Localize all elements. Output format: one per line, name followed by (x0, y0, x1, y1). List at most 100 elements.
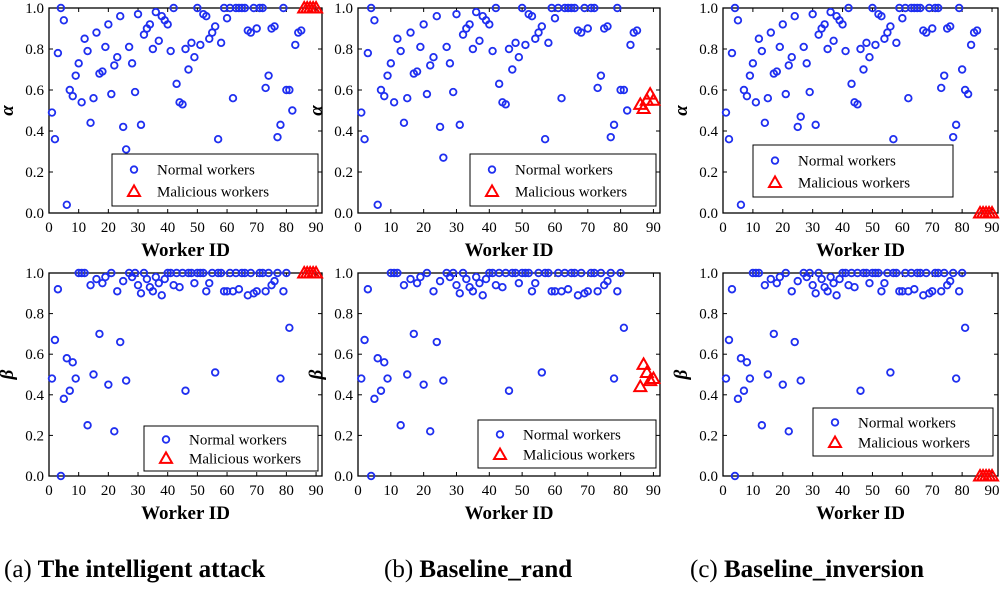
normal-worker-point (586, 3, 596, 13)
normal-worker-point (586, 268, 596, 278)
normal-worker-point (462, 274, 471, 284)
x-tick-label: 90 (646, 483, 661, 499)
malicious-worker-point (639, 364, 655, 378)
normal-worker-point (184, 268, 193, 278)
normal-worker-point (557, 287, 566, 296)
normal-worker-point (471, 7, 481, 17)
normal-worker-point (416, 42, 425, 52)
normal-worker-point (721, 374, 731, 383)
legend-malicious-label: Malicious workers (515, 184, 627, 200)
normal-workers-series (357, 3, 642, 209)
y-tick-label: 0.2 (25, 165, 44, 181)
normal-worker-point (104, 380, 113, 389)
normal-worker-point (118, 276, 128, 286)
normal-worker-point (110, 427, 119, 436)
normal-worker-point (219, 287, 229, 296)
y-tick-label: 0.4 (699, 124, 718, 140)
normal-worker-point (583, 24, 592, 33)
normal-worker-point (537, 368, 547, 377)
normal-worker-point (439, 376, 448, 385)
normal-worker-point (184, 65, 193, 74)
y-tick-label: 0.2 (334, 165, 353, 181)
normal-worker-point (922, 268, 931, 278)
normal-worker-point (455, 120, 464, 130)
normal-worker-point (92, 274, 101, 284)
normal-worker-point (370, 16, 379, 25)
x-axis-label: Worker ID (465, 503, 554, 524)
legend-malicious-marker (158, 450, 174, 464)
normal-worker-point (766, 274, 776, 284)
normal-worker-point (957, 65, 967, 74)
malicious-workers-series (296, 264, 324, 279)
normal-worker-point (62, 354, 72, 363)
legend: Normal workers Malicious workers (477, 419, 657, 469)
normal-worker-point (291, 40, 300, 50)
normal-worker-point (386, 59, 396, 68)
normal-worker-point (389, 98, 399, 107)
normal-worker-point (393, 268, 402, 278)
normal-worker-point (966, 40, 976, 50)
normal-worker-point (237, 3, 247, 13)
normal-worker-point (380, 91, 389, 101)
normal-worker-point (216, 38, 226, 48)
normal-worker-point (491, 3, 501, 13)
normal-worker-point (724, 134, 734, 144)
chart-a-beta: 0 10 20 30 40 50 60 70 80 90 0.0 0.2 0.4 0.6 0.8 1.0 Wor… (0, 264, 324, 524)
normal-worker-point (954, 3, 964, 13)
y-tick-label: 0.2 (25, 428, 44, 444)
normal-worker-point (760, 118, 770, 127)
normal-worker-point (157, 291, 166, 300)
normal-worker-point (83, 421, 92, 430)
caption-b-letter: (b) (384, 556, 414, 583)
normal-worker-point (593, 83, 602, 93)
x-tick-label: 80 (613, 483, 628, 499)
x-tick-label: 10 (383, 220, 398, 236)
legend: Normal workers Malicious workers (143, 425, 319, 472)
normal-worker-point (491, 280, 501, 290)
normal-worker-point (577, 28, 586, 37)
x-axis-label: Worker ID (816, 240, 905, 261)
normal-worker-point (619, 323, 629, 333)
y-tick-label: 0.0 (25, 206, 44, 222)
normal-worker-point (877, 287, 886, 296)
normal-worker-point (508, 65, 517, 74)
normal-worker-point (399, 280, 409, 290)
normal-worker-point (948, 132, 958, 142)
x-tick-label: 60 (547, 483, 562, 499)
x-tick-label: 30 (805, 483, 820, 499)
normal-worker-point (570, 3, 579, 13)
normal-worker-point (724, 335, 734, 345)
normal-worker-point (380, 358, 389, 367)
normal-worker-point (596, 268, 606, 278)
normal-worker-point (409, 329, 419, 339)
x-tick-label: 70 (925, 220, 940, 236)
normal-worker-point (181, 44, 190, 54)
normal-worker-point (898, 14, 907, 23)
normal-worker-point (104, 20, 113, 29)
normal-worker-point (892, 38, 901, 48)
malicious-workers-series (296, 0, 324, 14)
normal-worker-point (847, 79, 856, 89)
normal-worker-point (276, 120, 285, 130)
normal-worker-point (781, 89, 790, 99)
normal-worker-point (399, 118, 409, 127)
malicious-worker-point (984, 204, 1000, 219)
x-tick-label: 60 (895, 483, 910, 499)
normal-worker-point (258, 3, 267, 13)
legend-malicious-marker (827, 434, 843, 449)
normal-worker-point (808, 9, 817, 19)
x-tick-label: 50 (190, 483, 205, 499)
normal-worker-point (370, 394, 379, 404)
normal-worker-point (429, 53, 438, 62)
normal-worker-point (781, 268, 790, 278)
normal-worker-point (92, 28, 101, 37)
normal-worker-point (534, 28, 543, 37)
normal-worker-point (47, 374, 57, 383)
normal-worker-point (751, 98, 761, 107)
normal-worker-point (485, 20, 494, 29)
normal-worker-point (727, 285, 737, 294)
legend-malicious-marker (484, 183, 500, 197)
normal-worker-point (865, 53, 874, 62)
normal-worker-point (563, 285, 573, 294)
normal-worker-point (210, 22, 220, 31)
